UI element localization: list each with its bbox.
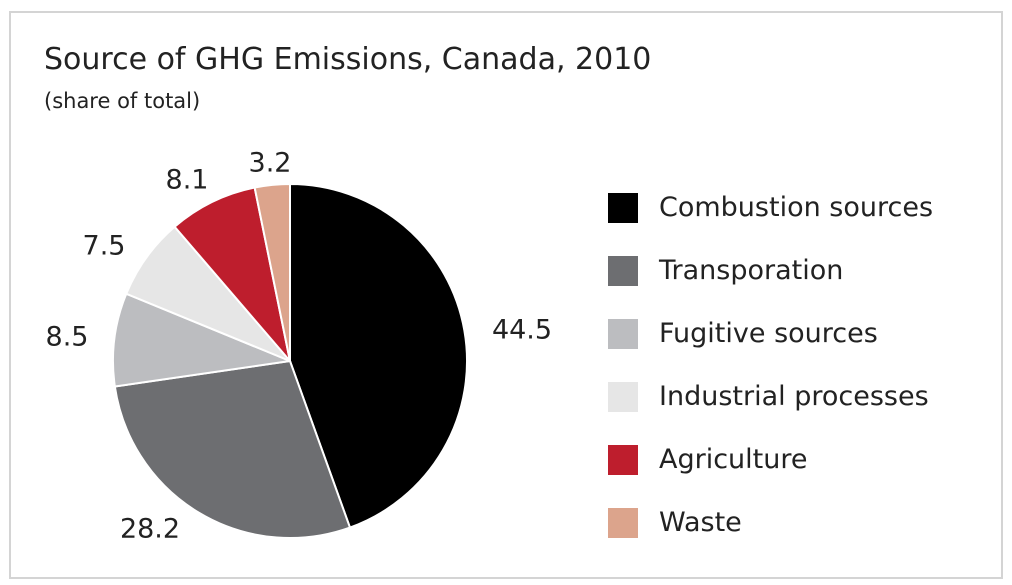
chart-title: Source of GHG Emissions, Canada, 2010 [44,42,652,77]
legend-swatch [608,192,638,223]
chart-legend: Combustion sources Transporation Fugitiv… [608,176,933,554]
pie-slice-waste [253,183,291,362]
legend-label: Industrial processes [659,381,929,412]
legend-swatch [608,444,638,475]
pie-slice-combustion-sources [289,183,468,529]
legend-item-waste: Waste [608,491,933,554]
pie-slices [112,183,468,539]
pie-value-label: 44.5 [492,315,552,346]
pie-value-labels: 44.5 28.2 8.5 7.5 8.1 3.2 [46,148,553,545]
legend-item-fugitive-sources: Fugitive sources [608,302,933,365]
pie-slice-fugitive-sources [112,292,291,388]
legend-item-industrial-processes: Industrial processes [608,365,933,428]
legend-swatch [608,318,638,349]
legend-swatch [608,255,638,286]
pie-value-label: 8.1 [166,165,209,196]
pie-value-label: 8.5 [46,322,89,353]
legend-item-transporation: Transporation [608,239,933,302]
legend-swatch [608,507,638,538]
legend-label: Waste [659,507,742,538]
pie-slice-transporation [113,360,351,539]
legend-label: Transporation [659,255,844,286]
pie-slice-agriculture [173,186,291,362]
legend-swatch [608,381,638,412]
legend-label: Fugitive sources [659,318,878,349]
legend-label: Combustion sources [659,192,934,223]
legend-item-agriculture: Agriculture [608,428,933,491]
pie-value-label: 28.2 [120,514,180,545]
pie-value-label: 3.2 [249,148,292,179]
legend-label: Agriculture [659,444,808,475]
legend-item-combustion-sources: Combustion sources [608,176,933,239]
chart-subtitle: (share of total) [44,89,201,113]
pie-value-label: 7.5 [83,231,126,262]
